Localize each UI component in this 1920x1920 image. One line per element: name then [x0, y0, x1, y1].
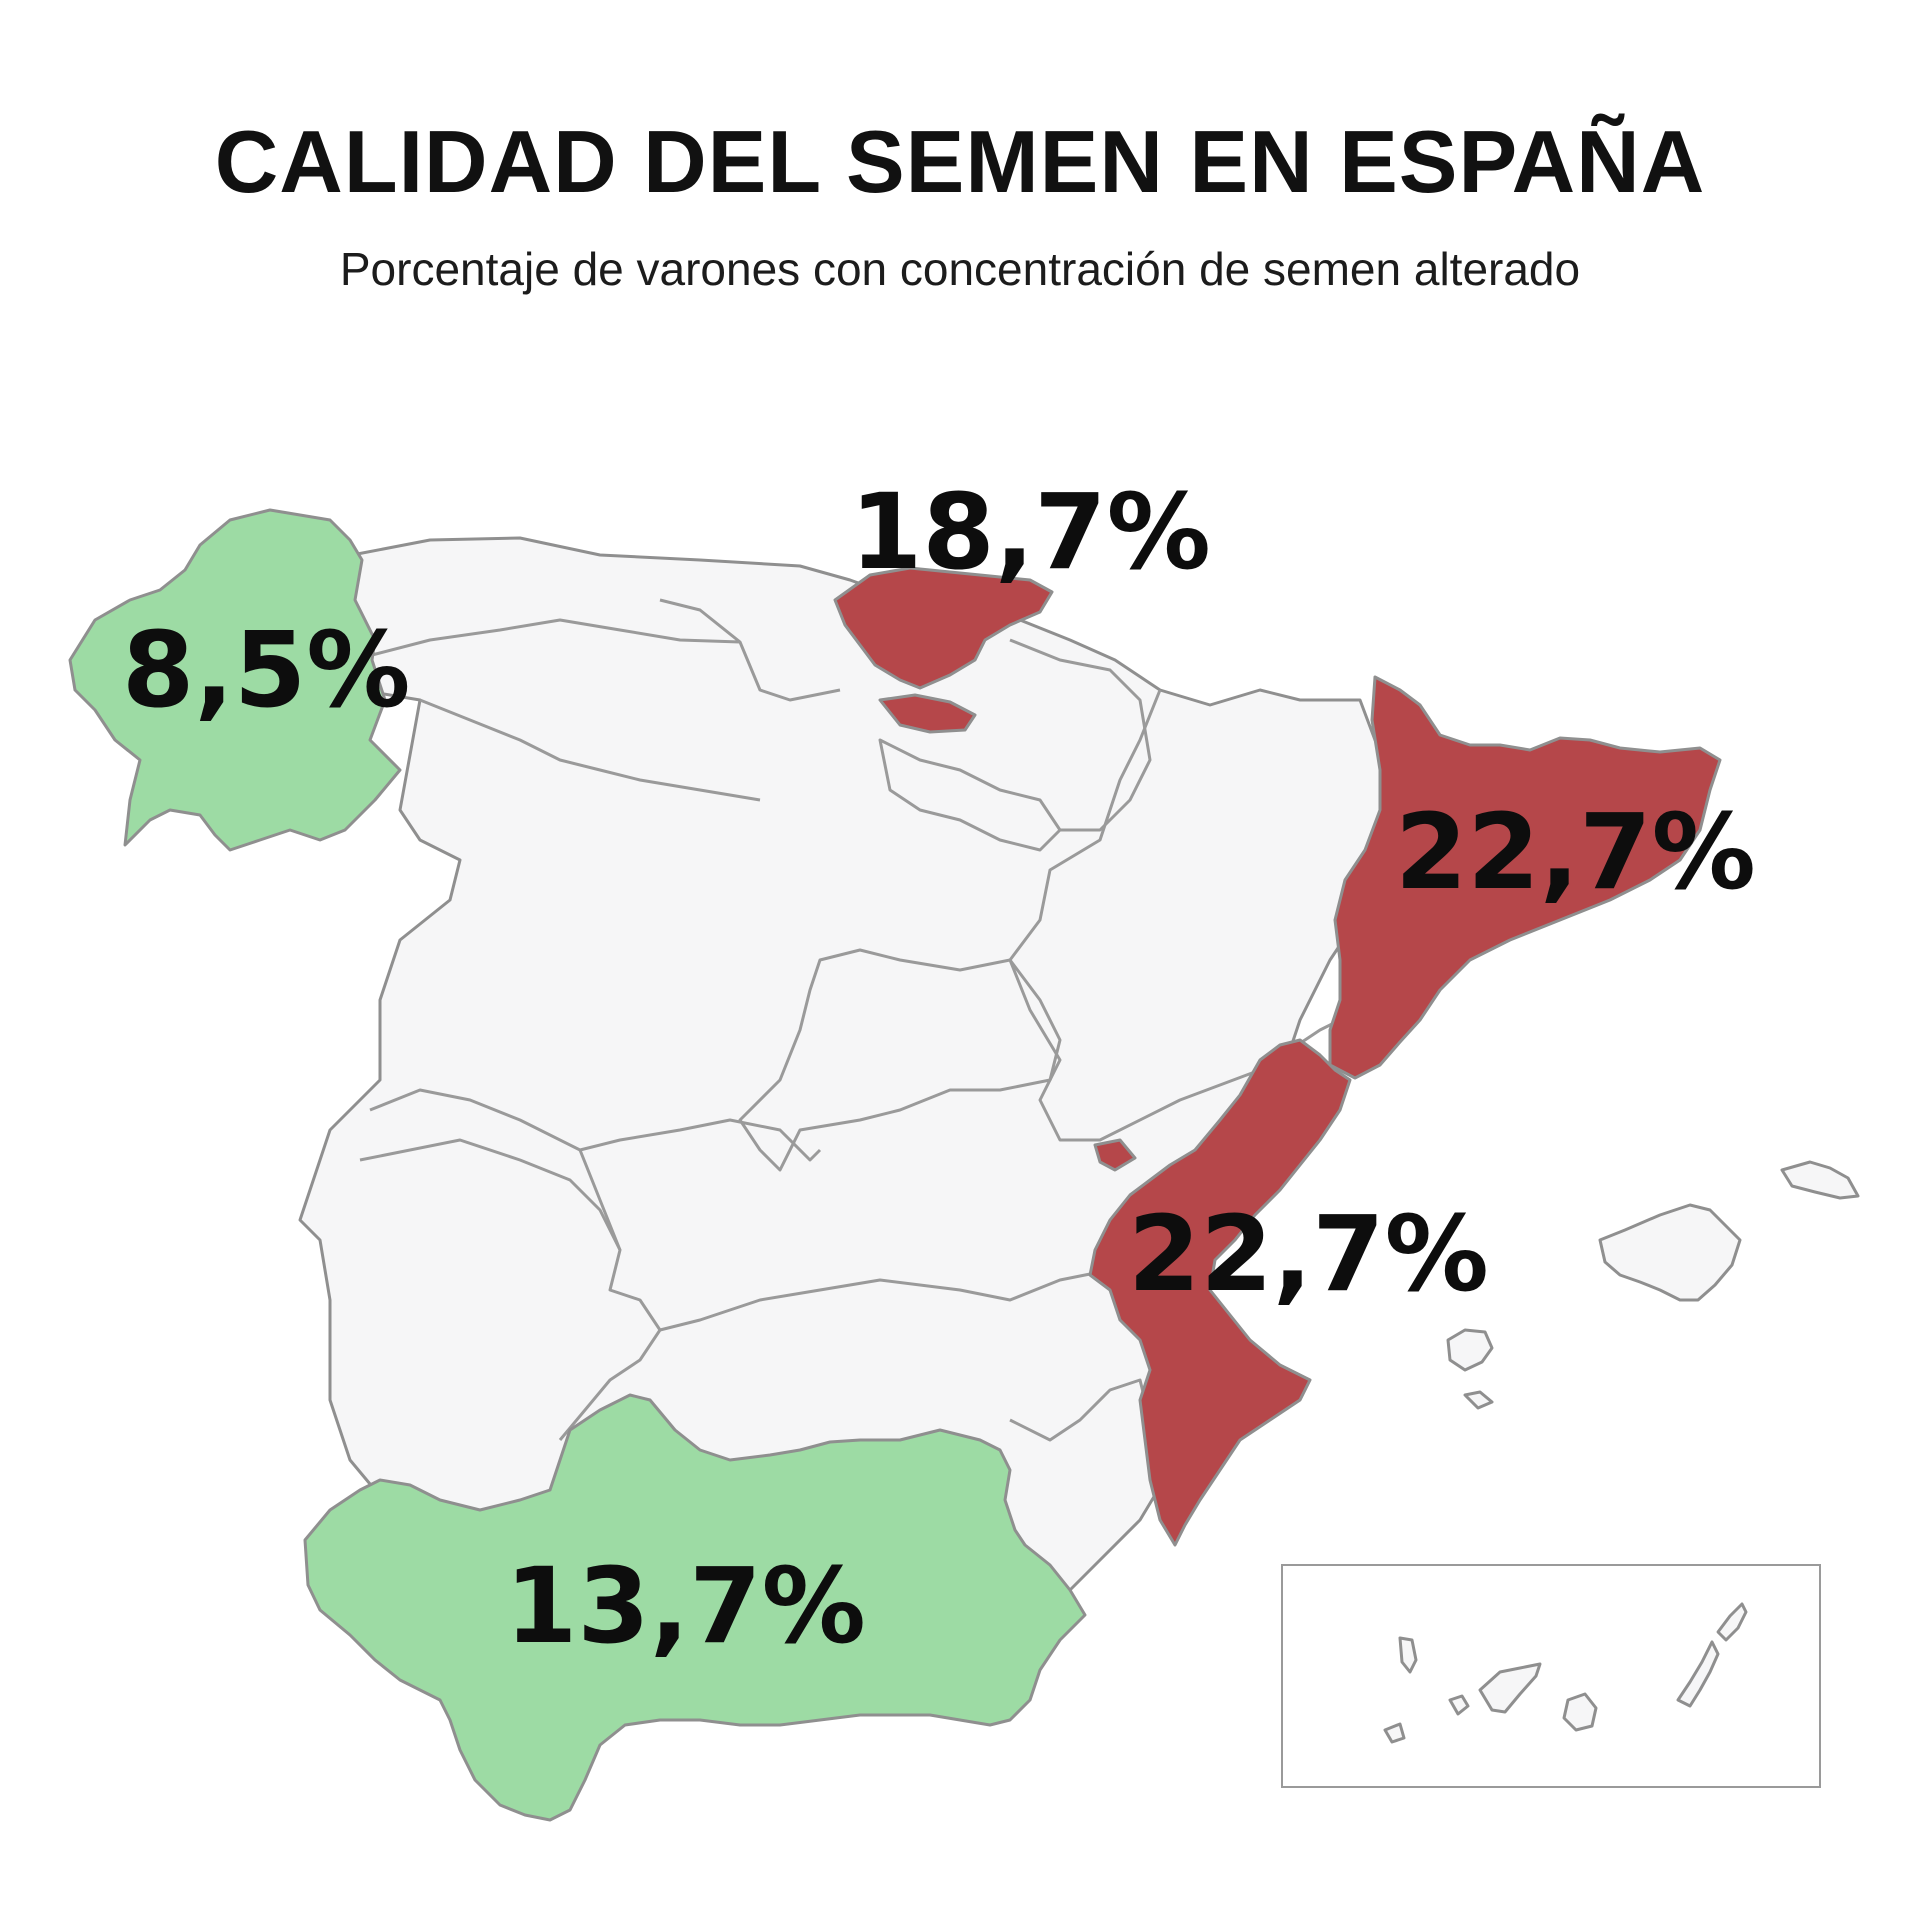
- island-lanzarote: [1716, 1602, 1748, 1642]
- canary-islands-inset: [1281, 1564, 1821, 1788]
- island-fuerteventura: [1676, 1640, 1720, 1708]
- border-rioja: [878, 738, 1062, 852]
- value-label-pais-vasco: 18,7%: [850, 471, 1211, 593]
- border-asturias-castilla: [371, 618, 741, 657]
- island-la-gomera: [1448, 1694, 1470, 1716]
- value-label-cataluna: 22,7%: [1395, 791, 1756, 913]
- border-castilla-south: [369, 1088, 822, 1162]
- region-cataluna: [1328, 675, 1722, 1080]
- region-andalucia: [303, 1393, 1087, 1822]
- island-gran-canaria: [1562, 1692, 1598, 1732]
- island-mallorca: [1598, 1203, 1742, 1302]
- region-galicia: [68, 508, 402, 852]
- border-madrid: [738, 948, 1062, 1172]
- island-formentera: [1463, 1390, 1494, 1410]
- map-subtitle: Porcentaje de varones con concentración …: [339, 243, 1581, 295]
- value-label-comunidad-valenciana: 22,7%: [1128, 1193, 1489, 1315]
- region-pais-vasco: [833, 566, 1054, 734]
- island-la-palma: [1398, 1636, 1418, 1674]
- border-castilla-la-mancha: [578, 1149, 1141, 1332]
- border-extremadura: [359, 1138, 662, 1441]
- map-title: CALIDAD DEL SEMEN EN ESPAÑA: [214, 112, 1706, 211]
- value-label-galicia: 8,5%: [122, 609, 410, 731]
- border-cantabria: [659, 598, 841, 702]
- island-el-hierro: [1383, 1722, 1406, 1744]
- region-comunidad-valenciana: [1088, 1038, 1352, 1547]
- value-label-andalucia: 13,7%: [505, 1545, 866, 1667]
- island-menorca: [1780, 1160, 1860, 1200]
- island-tenerife: [1478, 1662, 1542, 1714]
- border-castilla-north: [419, 698, 761, 802]
- island-ibiza: [1446, 1328, 1494, 1372]
- border-aragon: [1008, 689, 1381, 1142]
